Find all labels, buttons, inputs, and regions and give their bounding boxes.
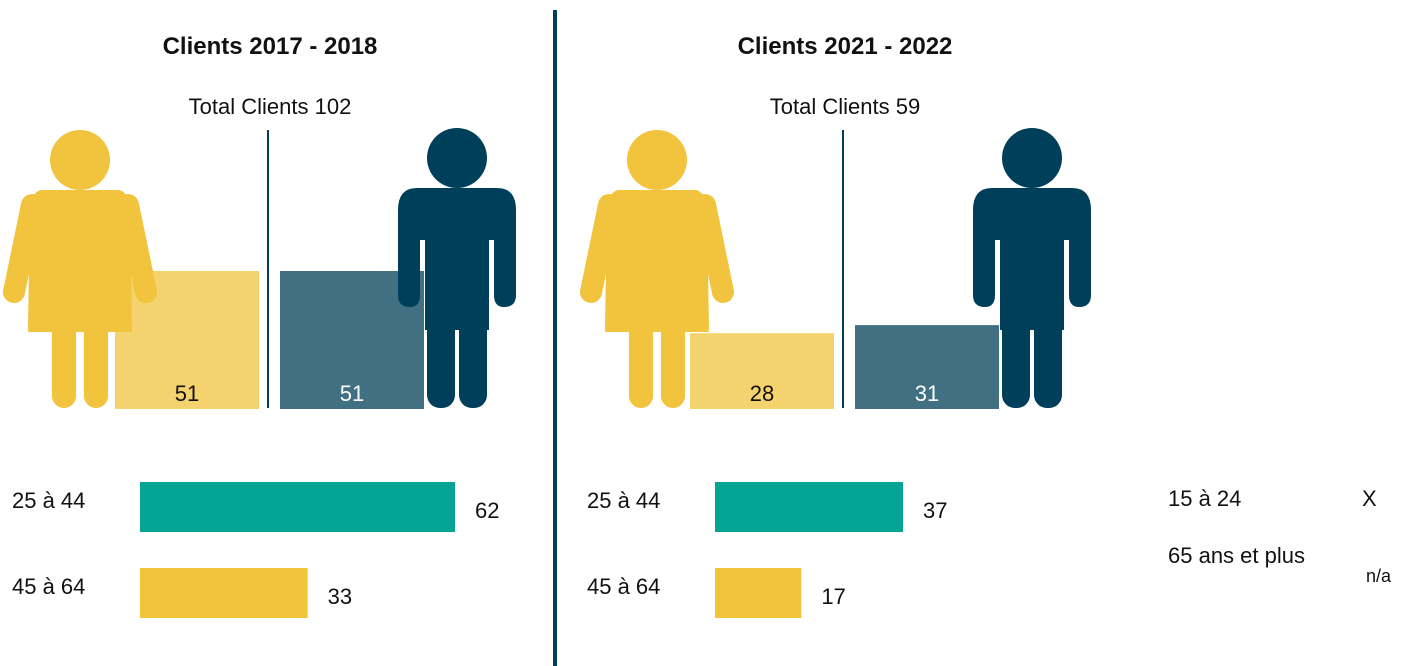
age-value: 62: [475, 498, 499, 523]
age-value: 37: [923, 498, 947, 523]
woman-arm: [694, 194, 734, 303]
man-leg: [1034, 300, 1062, 408]
age-bar: [715, 568, 802, 618]
women-bar: [690, 333, 834, 409]
man-leg: [459, 300, 487, 408]
extra-label: 65 ans et plus: [1168, 543, 1305, 568]
panel-title: Clients 2021 - 2022: [738, 33, 953, 60]
panel-title: Clients 2017 - 2018: [163, 33, 378, 60]
total-label: Total Clients: [770, 94, 890, 119]
age-label: 45 à 64: [12, 574, 85, 599]
men-value: 31: [915, 381, 939, 406]
extra-value: n/a: [1366, 566, 1392, 586]
woman-head: [50, 130, 110, 190]
age-label: 25 à 44: [12, 488, 85, 513]
man-body: [973, 188, 1091, 330]
age-value: 33: [328, 584, 352, 609]
age-label: 25 à 44: [587, 488, 660, 513]
age-label: 45 à 64: [587, 574, 660, 599]
woman-skirt: [28, 230, 132, 332]
man-body: [398, 188, 516, 330]
age-bar: [715, 482, 903, 532]
total-value: 102: [315, 94, 352, 119]
woman-arm: [3, 194, 43, 303]
age-bar: [140, 568, 308, 618]
woman-head: [627, 130, 687, 190]
panel-divider: [553, 10, 557, 666]
age-value: 17: [821, 584, 845, 609]
total-clients: Total Clients 102: [189, 94, 352, 119]
woman-arm: [117, 194, 157, 303]
women-value: 28: [750, 381, 774, 406]
men-value: 51: [340, 381, 364, 406]
man-leg: [427, 300, 455, 408]
man-leg: [1002, 300, 1030, 408]
age-bar: [140, 482, 455, 532]
extra-value: X: [1362, 486, 1377, 511]
extra-label: 15 à 24: [1168, 486, 1242, 511]
woman-skirt: [605, 230, 709, 332]
total-label: Total Clients: [189, 94, 309, 119]
woman-arm: [580, 194, 620, 303]
men-bar: [855, 325, 999, 409]
man-head: [1002, 128, 1062, 188]
total-value: 59: [896, 94, 920, 119]
man-head: [427, 128, 487, 188]
total-clients: Total Clients 59: [770, 94, 920, 119]
women-value: 51: [175, 381, 199, 406]
